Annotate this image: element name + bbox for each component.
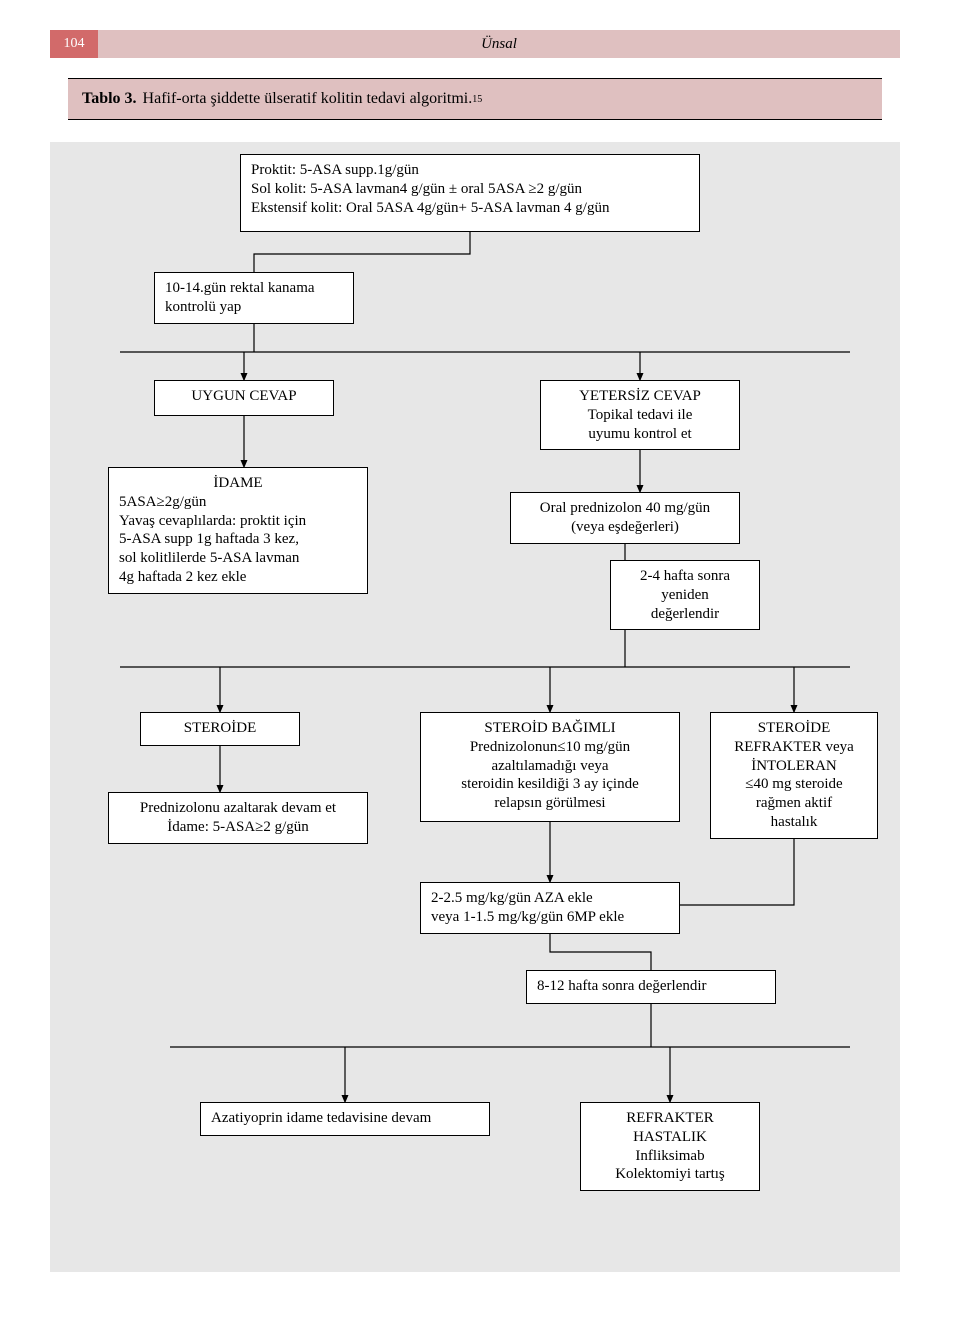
flowchart-node-n3: UYGUN CEVAP <box>154 380 334 416</box>
flowchart-node-n2: 10-14.gün rektal kanamakontrolü yap <box>154 272 354 324</box>
flowchart-node-n15: REFRAKTERHASTALIKInfliksimabKolektomiyi … <box>580 1102 760 1191</box>
flowchart-node-n14: Azatiyoprin idame tedavisine devam <box>200 1102 490 1136</box>
flowchart-node-n4: YETERSİZ CEVAPTopikal tedavi ileuyumu ko… <box>540 380 740 450</box>
flowchart-node-n13: 8-12 hafta sonra değerlendir <box>526 970 776 1004</box>
caption-text: Hafif-orta şiddette ülseratif kolitin te… <box>143 90 473 108</box>
flowchart-node-n10: STEROİD BAĞIMLIPrednizolonun≤10 mg/günaz… <box>420 712 680 822</box>
flowchart-node-n7: 2-4 hafta sonrayenidendeğerlendir <box>610 560 760 630</box>
flowchart-node-n12: 2-2.5 mg/kg/gün AZA ekleveya 1-1.5 mg/kg… <box>420 882 680 934</box>
flowchart-node-n8: STEROİDE <box>140 712 300 746</box>
flowchart-canvas: Proktit: 5-ASA supp.1g/günSol kolit: 5-A… <box>50 142 900 1272</box>
header-band: 104 Ünsal <box>50 30 900 58</box>
flowchart-node-n11: STEROİDEREFRAKTER veyaİNTOLERAN≤40 mg st… <box>710 712 878 839</box>
caption-bold: Tablo 3. <box>82 90 137 108</box>
caption-superscript: 15 <box>472 94 482 105</box>
figure-caption: Tablo 3. Hafif-orta şiddette ülseratif k… <box>68 78 882 120</box>
flowchart-node-n6: Oral prednizolon 40 mg/gün(veya eşdeğerl… <box>510 492 740 544</box>
flowchart-node-n9: Prednizolonu azaltarak devam etİdame: 5-… <box>108 792 368 844</box>
flowchart-node-n5: İDAME5ASA≥2g/günYavaş cevaplılarda: prok… <box>108 467 368 594</box>
page-number: 104 <box>50 30 98 58</box>
author-name: Ünsal <box>98 30 900 58</box>
flowchart-node-n1: Proktit: 5-ASA supp.1g/günSol kolit: 5-A… <box>240 154 700 232</box>
